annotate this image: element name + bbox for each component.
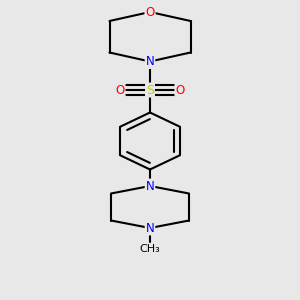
Text: N: N (146, 55, 154, 68)
Text: O: O (116, 83, 124, 97)
Text: O: O (176, 83, 184, 97)
Text: S: S (146, 83, 154, 97)
Text: CH₃: CH₃ (140, 244, 160, 254)
Text: O: O (146, 5, 154, 19)
Text: N: N (146, 221, 154, 235)
Text: N: N (146, 179, 154, 193)
